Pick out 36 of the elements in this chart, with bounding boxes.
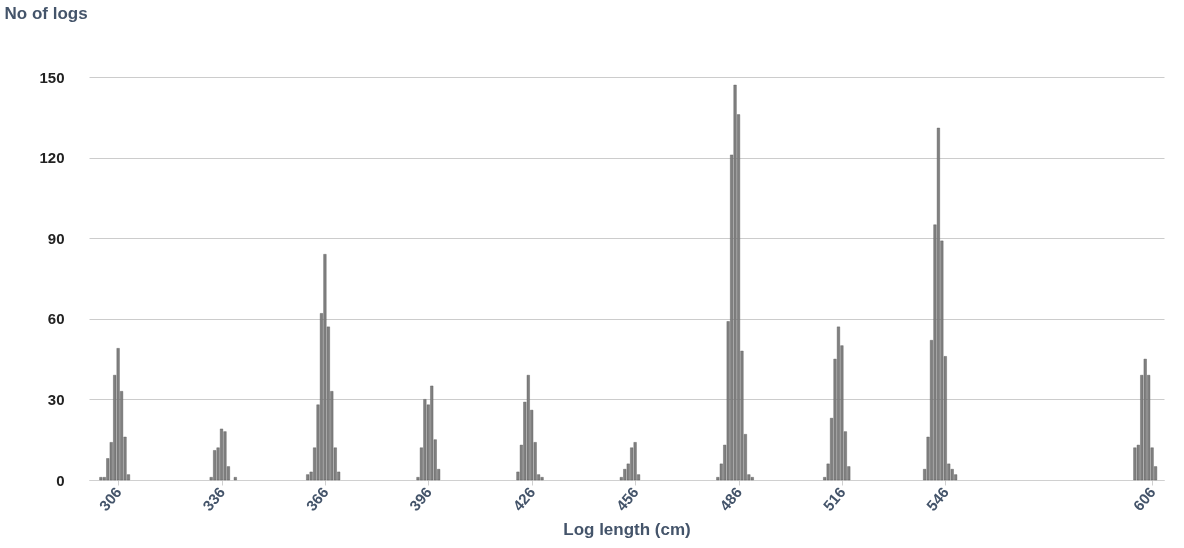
bar: [99, 477, 103, 481]
y-tick-label: 120: [39, 149, 65, 167]
bar: [633, 442, 637, 481]
bar: [430, 385, 434, 481]
x-axis-title: Log length (cm): [563, 519, 691, 539]
x-tick-label: 456: [612, 483, 642, 514]
bar: [306, 474, 310, 481]
x-tick-label: 486: [716, 483, 746, 514]
y-tick-label: 0: [56, 471, 65, 489]
x-tick-label: 336: [199, 483, 229, 514]
bar: [936, 127, 940, 481]
bar: [323, 254, 327, 481]
x-tick-label: 606: [1129, 483, 1159, 514]
x-tick-label: 426: [509, 483, 539, 514]
x-tick-label: 306: [95, 483, 125, 514]
bar: [1143, 358, 1147, 481]
bar: [220, 428, 224, 481]
x-tick-label: 516: [819, 483, 849, 514]
y-tick-label: 60: [47, 310, 65, 328]
bar: [423, 399, 427, 481]
y-axis-title: No of logs: [4, 3, 88, 23]
bar: [836, 326, 840, 481]
bar: [233, 477, 237, 481]
x-tick-label: 366: [302, 483, 332, 514]
x-tick-label: 396: [405, 483, 435, 514]
bar: [116, 348, 120, 481]
bar: [750, 477, 754, 481]
bar: [733, 84, 737, 481]
x-tick-label: 546: [922, 483, 952, 514]
y-tick-label: 150: [39, 68, 65, 86]
bar: [526, 375, 530, 481]
y-tick-label: 30: [47, 390, 65, 408]
bar: [213, 450, 217, 481]
bar: [1133, 447, 1137, 481]
bar: [223, 431, 227, 481]
y-tick-label: 90: [47, 229, 65, 247]
